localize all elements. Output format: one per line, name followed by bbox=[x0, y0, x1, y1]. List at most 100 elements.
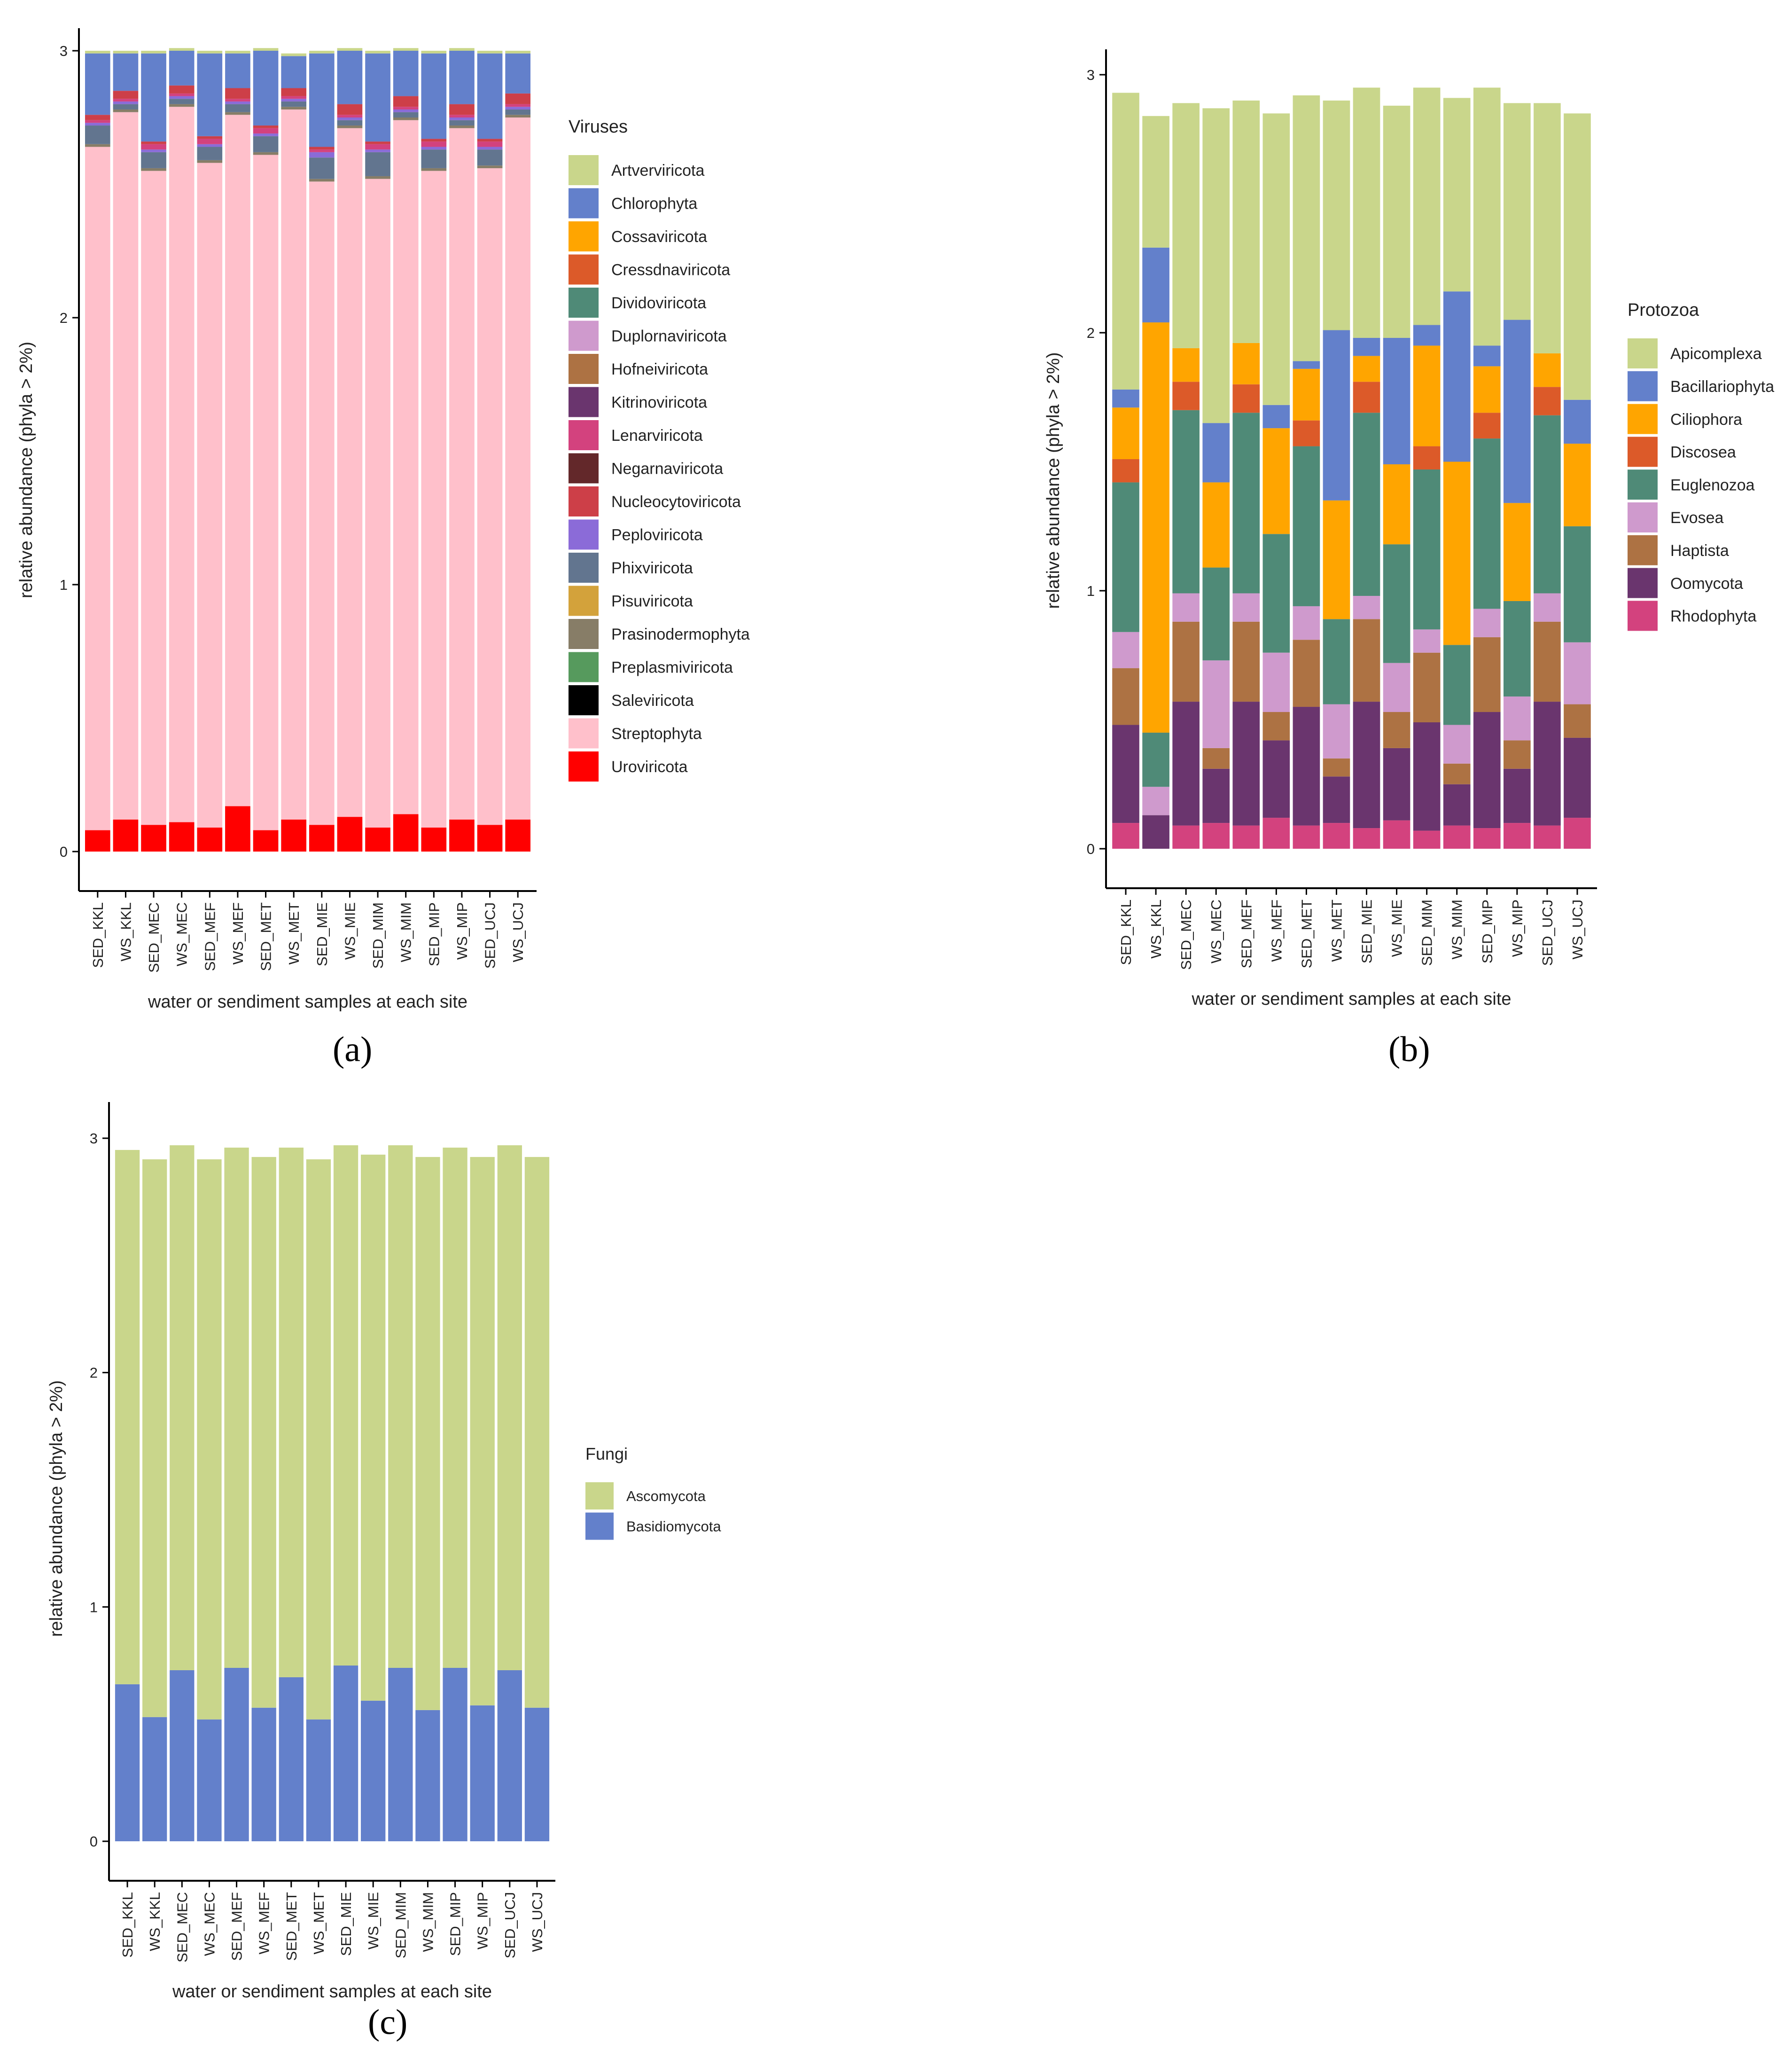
bar-prasinodermophyta-sed-ucj bbox=[477, 165, 503, 168]
bar-prasinodermophyta-sed-kkl bbox=[85, 144, 110, 147]
panel-a-y-tick-label: 1 bbox=[60, 577, 68, 593]
x-tick-label-ws-kkl: WS_KKL bbox=[1148, 899, 1164, 959]
bar-prasinodermophyta-ws-mec bbox=[169, 104, 195, 107]
panel-b-y-axis-title: relative abundance (phyla > 2%) bbox=[1044, 352, 1063, 609]
legend-label-phixviricota: Phixviricota bbox=[611, 559, 693, 577]
bar-oomycota-sed-ucj bbox=[1534, 702, 1561, 826]
x-tick-label-sed-mec: SED_MEC bbox=[146, 902, 162, 973]
legend-label-negarnaviricota: Negarnaviricota bbox=[611, 460, 723, 478]
legend-label-pisuviricota: Pisuviricota bbox=[611, 593, 693, 610]
bar-rhodophyta-sed-mim bbox=[1413, 830, 1441, 849]
x-tick-label-ws-mie: WS_MIE bbox=[342, 902, 358, 960]
bar-apicomplexa-sed-mip bbox=[1473, 87, 1501, 346]
bar-euglenozoa-ws-kkl bbox=[1142, 732, 1169, 787]
bar-ascomycota-ws-mie bbox=[361, 1154, 386, 1701]
bar-prasinodermophyta-ws-mie bbox=[337, 125, 363, 128]
bar-oomycota-sed-mef bbox=[1232, 702, 1260, 826]
bar-euglenozoa-sed-mef bbox=[1232, 413, 1260, 594]
bar-evosea-ws-mef bbox=[1262, 652, 1290, 712]
x-tick-label-sed-ucj: SED_UCJ bbox=[482, 902, 499, 969]
bar-streptophyta-ws-mim bbox=[393, 120, 419, 814]
panel-b-y-tick-label: 2 bbox=[1087, 325, 1095, 341]
bar-evosea-sed-mef bbox=[1232, 593, 1260, 622]
bar-nucleocytoviricota-ws-mie bbox=[337, 104, 363, 115]
bar-ascomycota-ws-kkl bbox=[142, 1159, 167, 1717]
legend-label-ascomycota: Ascomycota bbox=[626, 1488, 706, 1504]
bar-evosea-ws-mip bbox=[1504, 696, 1531, 741]
bar-apicomplexa-ws-met bbox=[1323, 100, 1350, 330]
legend-label-hofneiviricota: Hofneiviricota bbox=[611, 360, 708, 378]
bar-basidiomycota-ws-mip bbox=[470, 1705, 495, 1841]
bar-evosea-sed-mec bbox=[1172, 593, 1200, 622]
panel-c-y-tick-label: 1 bbox=[90, 1599, 98, 1615]
bar-euglenozoa-ws-mec bbox=[1202, 567, 1230, 661]
bar-oomycota-ws-mim bbox=[1443, 784, 1471, 826]
bar-apicomplexa-ws-mip bbox=[1504, 103, 1531, 320]
bar-discosea-sed-kkl bbox=[1112, 459, 1139, 483]
legend-swatch-discosea bbox=[1628, 437, 1658, 467]
bar-phixviricota-sed-mim bbox=[365, 152, 390, 176]
panel-a-y-tick-label: 2 bbox=[60, 310, 68, 326]
bar-phixviricota-ws-mef bbox=[225, 104, 250, 112]
bar-oomycota-ws-ucj bbox=[1564, 737, 1591, 818]
x-tick-label-ws-mec: WS_MEC bbox=[201, 1892, 218, 1956]
bar-bacillariophyta-ws-mip bbox=[1504, 320, 1531, 503]
x-tick-label-sed-mie: SED_MIE bbox=[1359, 899, 1375, 963]
bar-artverviricota-sed-met bbox=[253, 48, 279, 51]
bar-lenarviricota-ws-mec bbox=[169, 93, 195, 96]
bar-oomycota-ws-kkl bbox=[1142, 815, 1169, 849]
bar-chlorophyta-ws-mec bbox=[169, 51, 195, 86]
bar-ciliophora-ws-ucj bbox=[1564, 444, 1591, 526]
x-tick-label-ws-mef: WS_MEF bbox=[1268, 899, 1285, 962]
bar-ascomycota-sed-mie bbox=[333, 1145, 358, 1666]
bar-lenarviricota-sed-mef bbox=[197, 139, 223, 144]
bar-apicomplexa-sed-ucj bbox=[1534, 103, 1561, 353]
bar-bacillariophyta-sed-mip bbox=[1473, 345, 1501, 367]
bar-nucleocytoviricota-ws-kkl bbox=[113, 91, 139, 99]
x-tick-label-ws-mim: WS_MIM bbox=[398, 902, 414, 962]
x-tick-label-ws-mip: WS_MIP bbox=[475, 1892, 491, 1949]
panel-c-y-tick-label: 3 bbox=[90, 1130, 98, 1147]
panel-label-c: (c) bbox=[368, 2002, 408, 2042]
bar-bacillariophyta-ws-ucj bbox=[1564, 399, 1591, 444]
bar-ciliophora-ws-met bbox=[1323, 500, 1350, 619]
bar-chlorophyta-ws-mef bbox=[225, 53, 250, 88]
bar-evosea-sed-kkl bbox=[1112, 632, 1139, 668]
bar-streptophyta-sed-mip bbox=[421, 171, 447, 828]
bar-oomycota-sed-met bbox=[1293, 707, 1320, 826]
bar-euglenozoa-ws-mie bbox=[1383, 544, 1410, 663]
legend-swatch-ascomycota bbox=[585, 1482, 614, 1509]
bar-phixviricota-sed-mec bbox=[141, 152, 166, 168]
x-tick-label-ws-mie: WS_MIE bbox=[1389, 899, 1405, 957]
bar-euglenozoa-sed-mec bbox=[1172, 410, 1200, 594]
bar-apicomplexa-sed-mie bbox=[1353, 87, 1380, 338]
bar-apicomplexa-ws-kkl bbox=[1142, 116, 1169, 248]
bar-rhodophyta-ws-mip bbox=[1504, 823, 1531, 849]
bar-streptophyta-sed-mie bbox=[309, 181, 335, 825]
bar-peploviricota-sed-mip bbox=[421, 147, 447, 150]
bar-rhodophyta-sed-mie bbox=[1353, 828, 1380, 849]
bar-artverviricota-ws-mie bbox=[337, 48, 363, 51]
bar-artverviricota-ws-mim bbox=[393, 48, 419, 51]
x-tick-label-ws-mec: WS_MEC bbox=[174, 902, 190, 966]
bar-oomycota-ws-mec bbox=[1202, 768, 1230, 823]
bar-apicomplexa-ws-ucj bbox=[1564, 113, 1591, 400]
legend-swatch-kitrinoviricota bbox=[569, 387, 599, 417]
bar-uroviricota-sed-ucj bbox=[477, 825, 503, 852]
bar-evosea-ws-met bbox=[1323, 704, 1350, 759]
bar-oomycota-ws-mie bbox=[1383, 748, 1410, 821]
bar-rhodophyta-sed-mip bbox=[1473, 828, 1501, 849]
bar-haptista-sed-mip bbox=[1473, 637, 1501, 712]
bar-nucleocytoviricota-sed-met bbox=[253, 125, 279, 128]
x-tick-label-sed-mie: SED_MIE bbox=[314, 902, 330, 966]
bar-ciliophora-ws-mim bbox=[1443, 461, 1471, 645]
bar-uroviricota-ws-mip bbox=[449, 819, 475, 852]
bar-artverviricota-ws-mef bbox=[225, 51, 250, 54]
bar-artverviricota-ws-mip bbox=[449, 48, 475, 51]
bar-nucleocytoviricota-ws-mef bbox=[225, 88, 250, 99]
bar-chlorophyta-ws-mie bbox=[337, 51, 363, 104]
bar-peploviricota-ws-kkl bbox=[113, 101, 139, 104]
bar-basidiomycota-ws-ucj bbox=[524, 1707, 550, 1841]
legend-swatch-evosea bbox=[1628, 502, 1658, 532]
bar-peploviricota-ws-mim bbox=[393, 109, 419, 112]
